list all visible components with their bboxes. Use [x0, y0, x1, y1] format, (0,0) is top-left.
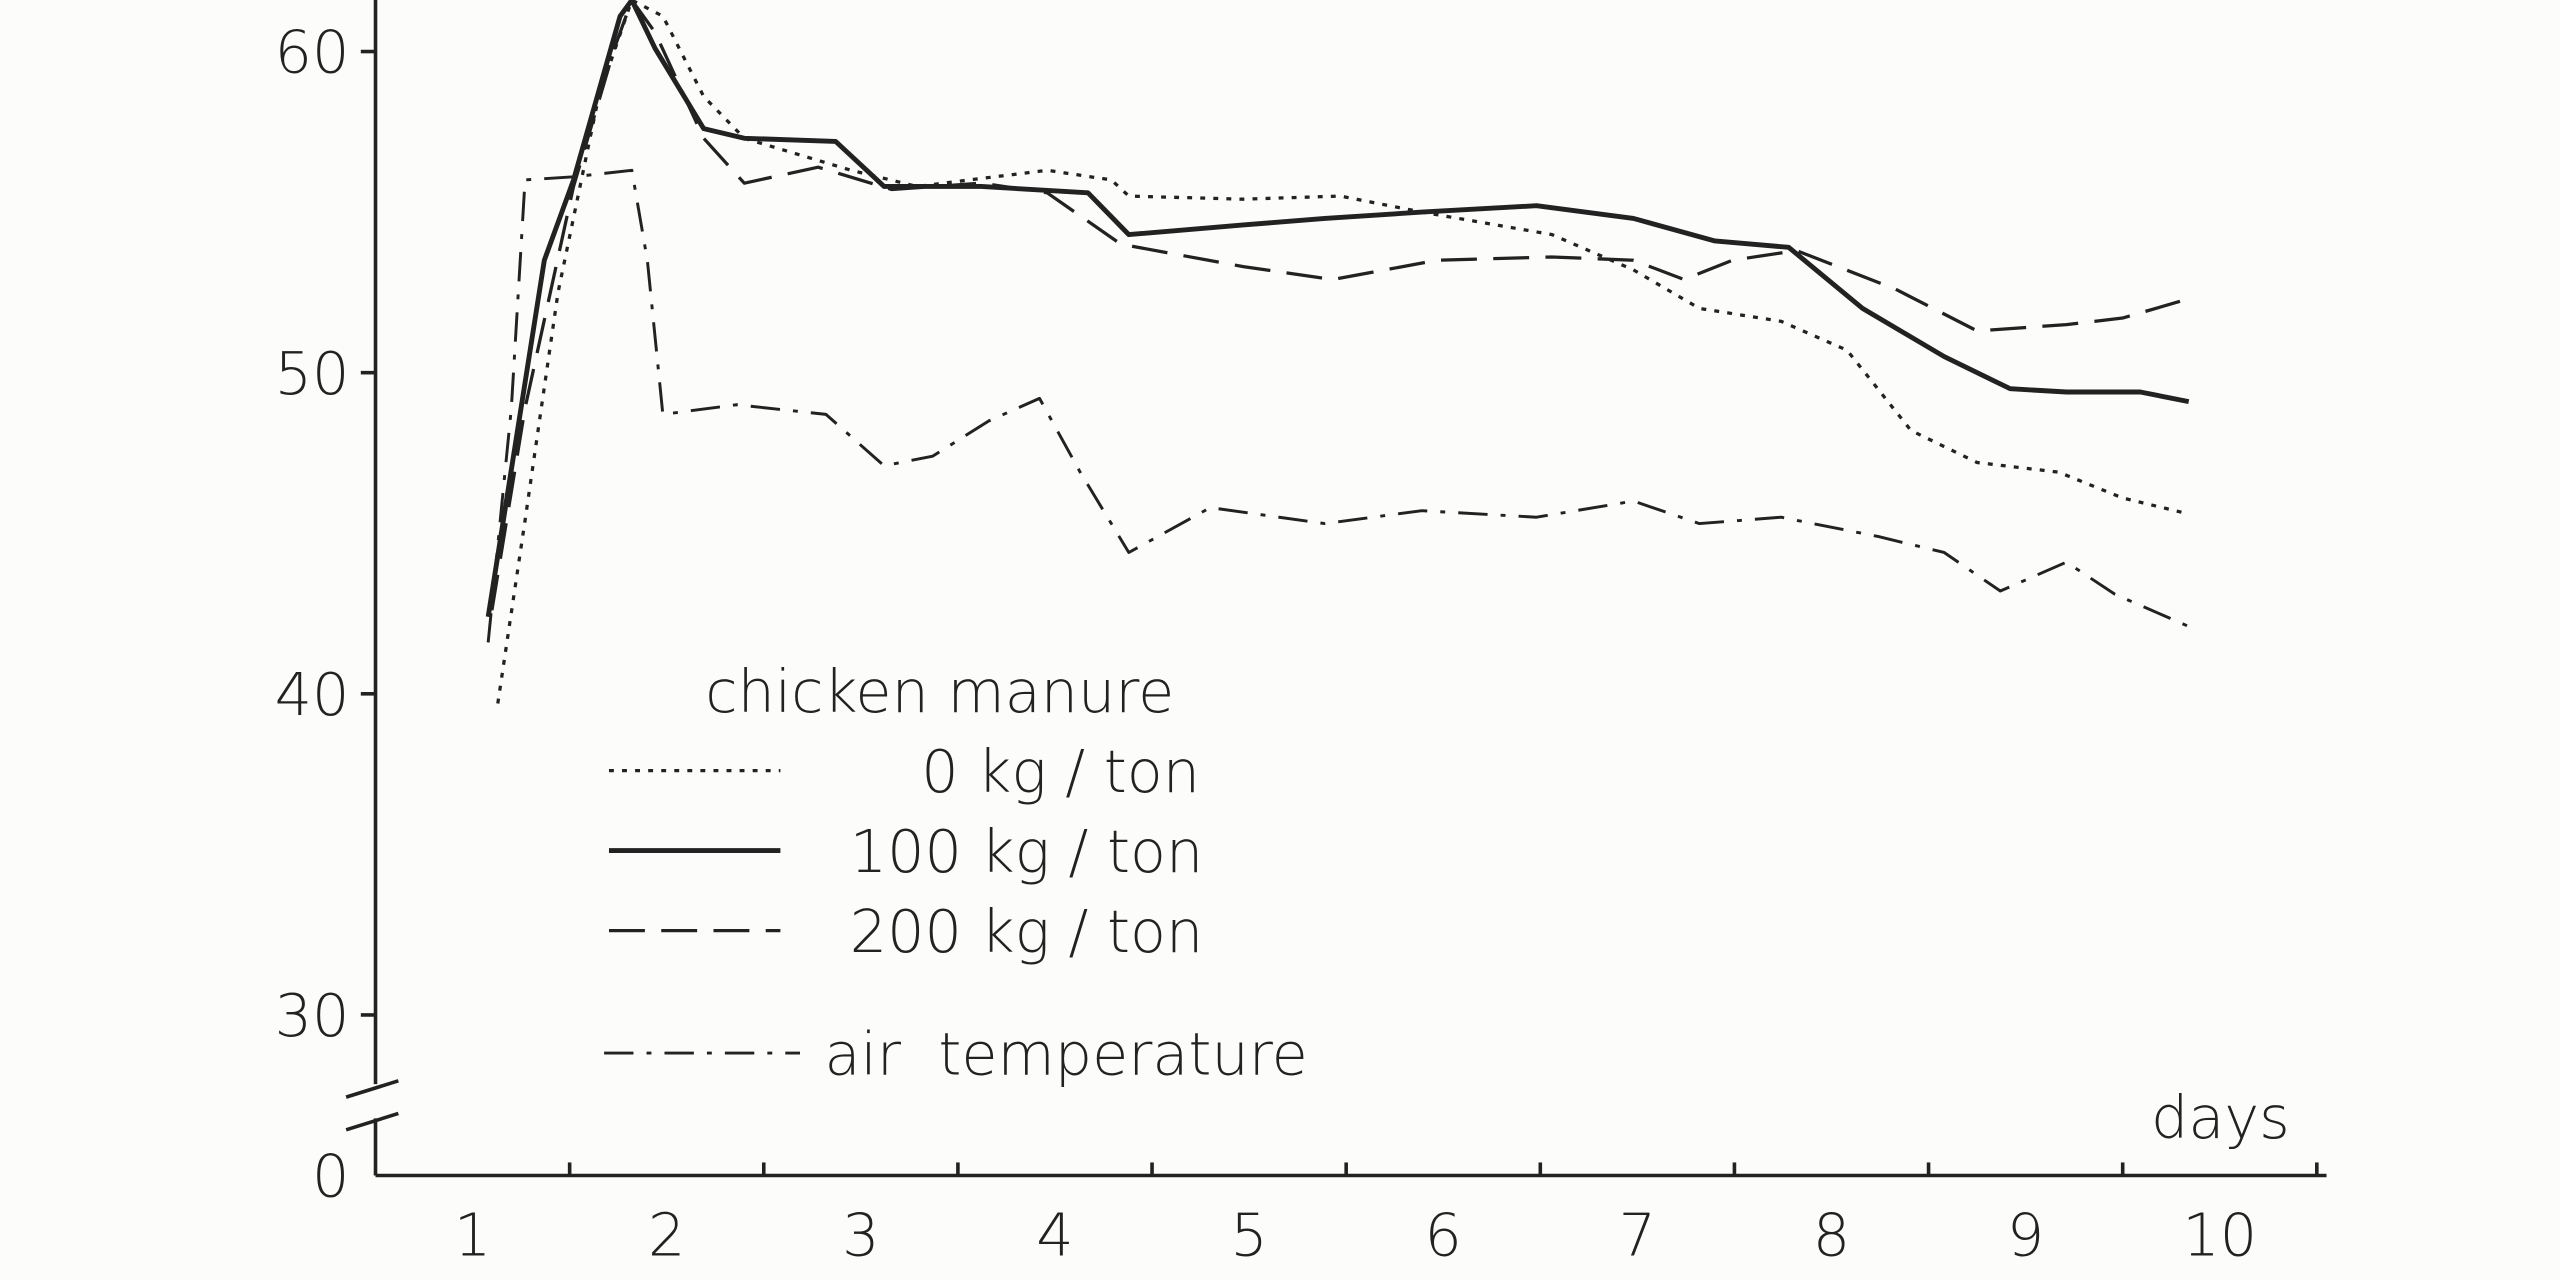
legend-title: chicken manure	[705, 657, 1174, 726]
legend-label: 100 kg / ton	[850, 817, 1204, 886]
x-tick-label: 10	[2182, 1201, 2257, 1270]
x-tick-label: 8	[1813, 1201, 1850, 1270]
y-tick-label: 40	[275, 660, 350, 729]
x-tick-label: 6	[1425, 1201, 1462, 1270]
legend-label: 200 kg / ton	[850, 897, 1204, 966]
x-tick-label: 3	[842, 1201, 879, 1270]
data-line	[496, 0, 2190, 704]
axis-break	[345, 1079, 399, 1099]
data-line	[490, 0, 2190, 611]
legend-label: 0 kg / ton	[921, 737, 1200, 806]
y-tick-label: 0	[312, 1142, 349, 1211]
x-tick-label: 5	[1230, 1201, 1267, 1270]
x-tick-label: 7	[1619, 1201, 1656, 1270]
axis-break	[345, 1111, 399, 1132]
legend-label: air temperature	[824, 1019, 1307, 1088]
x-axis-label: days	[2151, 1083, 2290, 1152]
y-tick-label: 30	[275, 981, 350, 1050]
y-tick-label: 50	[275, 339, 350, 408]
x-tick-label: 9	[2007, 1201, 2044, 1270]
data-line	[486, 168, 2190, 643]
x-tick-label: 2	[648, 1201, 685, 1270]
x-tick-label: 4	[1036, 1201, 1073, 1270]
x-tick-label: 1	[454, 1201, 491, 1270]
y-tick-label: 60	[275, 18, 350, 87]
